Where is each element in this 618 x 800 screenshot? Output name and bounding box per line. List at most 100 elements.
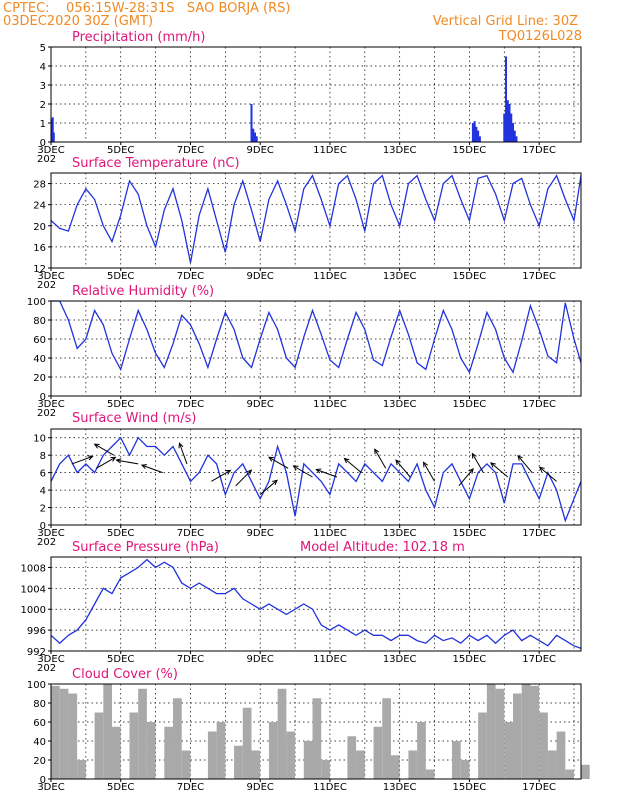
y-tick-label: 40 (33, 737, 46, 748)
x-tick-label: 13DEC (383, 399, 417, 410)
wind-arrowhead (315, 468, 322, 474)
wind-arrow (235, 469, 252, 487)
y-tick-label: 5 (40, 43, 46, 54)
cloud-bar (164, 726, 174, 779)
x-tick-label: 15DEC (453, 528, 487, 539)
x-tick-label: 7DEC (177, 654, 204, 665)
wind-arrow (316, 469, 338, 478)
cloud-bar (138, 688, 147, 779)
x-tick-label: 7DEC (177, 399, 204, 410)
x-tick-label: 11DEC (313, 782, 347, 793)
cloud-bar (94, 712, 104, 779)
cloud-bar (547, 750, 557, 779)
cloud-bar (68, 693, 78, 779)
y-tick-label: 2 (40, 100, 46, 111)
y-tick-label: 2 (40, 504, 46, 515)
y-tick-label: 0 (40, 775, 46, 786)
y-tick-label: 24 (33, 201, 46, 212)
cloud-bar (390, 755, 400, 779)
cloud-bar (478, 712, 487, 779)
y-tick-label: 4 (40, 62, 46, 73)
cloud-bar (425, 769, 435, 779)
y-tick-label: 80 (33, 699, 46, 710)
y-tick-label: 996 (27, 626, 46, 637)
x-tick-label: 13DEC (383, 271, 417, 282)
x-tick-label: 11DEC (313, 145, 347, 156)
precip-bar (478, 136, 481, 142)
y-tick-label: 4 (40, 486, 46, 497)
wind-arrowhead (268, 456, 275, 462)
y-tick-label: 0 (40, 138, 46, 149)
precip-bar (473, 121, 476, 142)
precip-bar (513, 130, 516, 142)
y-tick-label: 1 (40, 119, 46, 130)
wind-arrowhead (395, 459, 401, 466)
rh-title: Relative Humidity (%) (72, 284, 214, 299)
y-tick-label: 1008 (21, 563, 46, 574)
x-tick-label: 17DEC (522, 654, 556, 665)
wind-arrowhead (178, 442, 184, 449)
wind-arrowhead (468, 467, 474, 474)
y-tick-label: 3 (40, 81, 46, 92)
wind-arrow (211, 469, 231, 482)
x-tick-label: 5DEC (107, 271, 134, 282)
precip-bar (255, 136, 258, 142)
x-tick-label: 5DEC (107, 654, 134, 665)
wind-panel: Surface Wind (m/s) 0 2 4 6 8 10 3DEC 5DEC 7DEC 9DE… (33, 411, 582, 548)
cloud-bar (373, 726, 383, 779)
wind-arrowhead (422, 461, 428, 468)
precip-bar (50, 119, 53, 142)
precip-bar (510, 113, 513, 142)
x-tick-label: 11DEC (313, 654, 347, 665)
cloud-bar (417, 722, 426, 779)
precip-bar (52, 132, 55, 142)
x-tick-label: 5DEC (107, 145, 134, 156)
wind-arrow (344, 458, 362, 474)
y-tick-label: 10 (33, 434, 46, 445)
temp-panel: Surface Temperature (nC) 12 16 20 24 28 3DEC 5D… (33, 156, 582, 291)
cloud-bar (513, 693, 522, 779)
wind-arrow (178, 443, 188, 465)
cloud-bar (504, 722, 514, 779)
x-tick-label: 13DEC (383, 654, 417, 665)
x-tick-label: 5DEC (107, 399, 134, 410)
x-year-fragment: 202 (37, 408, 56, 419)
x-tick-label: 15DEC (453, 782, 487, 793)
cloud-bar (103, 684, 113, 779)
x-year-fragment: 202 (37, 537, 56, 548)
wind-arrowhead (115, 458, 122, 464)
wind-arrowhead (110, 456, 117, 462)
precip-bar (252, 128, 255, 142)
wind-arrow (116, 459, 139, 465)
wind-arrowhead (490, 462, 496, 468)
cloud-bar (51, 685, 60, 779)
cloud-bar (321, 760, 330, 779)
x-tick-label: 13DEC (383, 528, 417, 539)
x-tick-label: 17DEC (522, 782, 556, 793)
temp-title: Surface Temperature (nC) (72, 156, 240, 171)
cloud-bar (486, 684, 496, 779)
precip-panel: Precipitation (mm/h) 0 1 2 3 4 5 3DEC 5DEC 7DEC 9D… (37, 30, 582, 165)
x-tick-label: 7DEC (177, 528, 204, 539)
wind-arrowhead (246, 469, 253, 476)
cloud-bar (530, 685, 540, 779)
cloud-bar (146, 722, 156, 779)
cloud-bar (382, 698, 391, 779)
y-tick-label: 80 (33, 316, 46, 327)
x-tick-label: 5DEC (107, 528, 134, 539)
pressure-annotation: Model Altitude: 102.18 m (300, 540, 465, 555)
wind-arrow (268, 456, 289, 469)
rh-series-line (51, 300, 582, 374)
precip-frame (50, 46, 582, 143)
cloud-bar (242, 707, 252, 779)
wind-frame (50, 428, 582, 526)
x-tick-label: 11DEC (313, 271, 347, 282)
cloud-bar (207, 731, 217, 779)
wind-arrow (259, 479, 278, 495)
y-tick-label: 100 (27, 680, 46, 691)
x-tick-label: 9DEC (247, 145, 274, 156)
rh-frame (50, 300, 582, 397)
cloud-bar (539, 712, 548, 779)
x-tick-label: 3DEC (37, 782, 64, 793)
cloud-bar (303, 741, 313, 779)
